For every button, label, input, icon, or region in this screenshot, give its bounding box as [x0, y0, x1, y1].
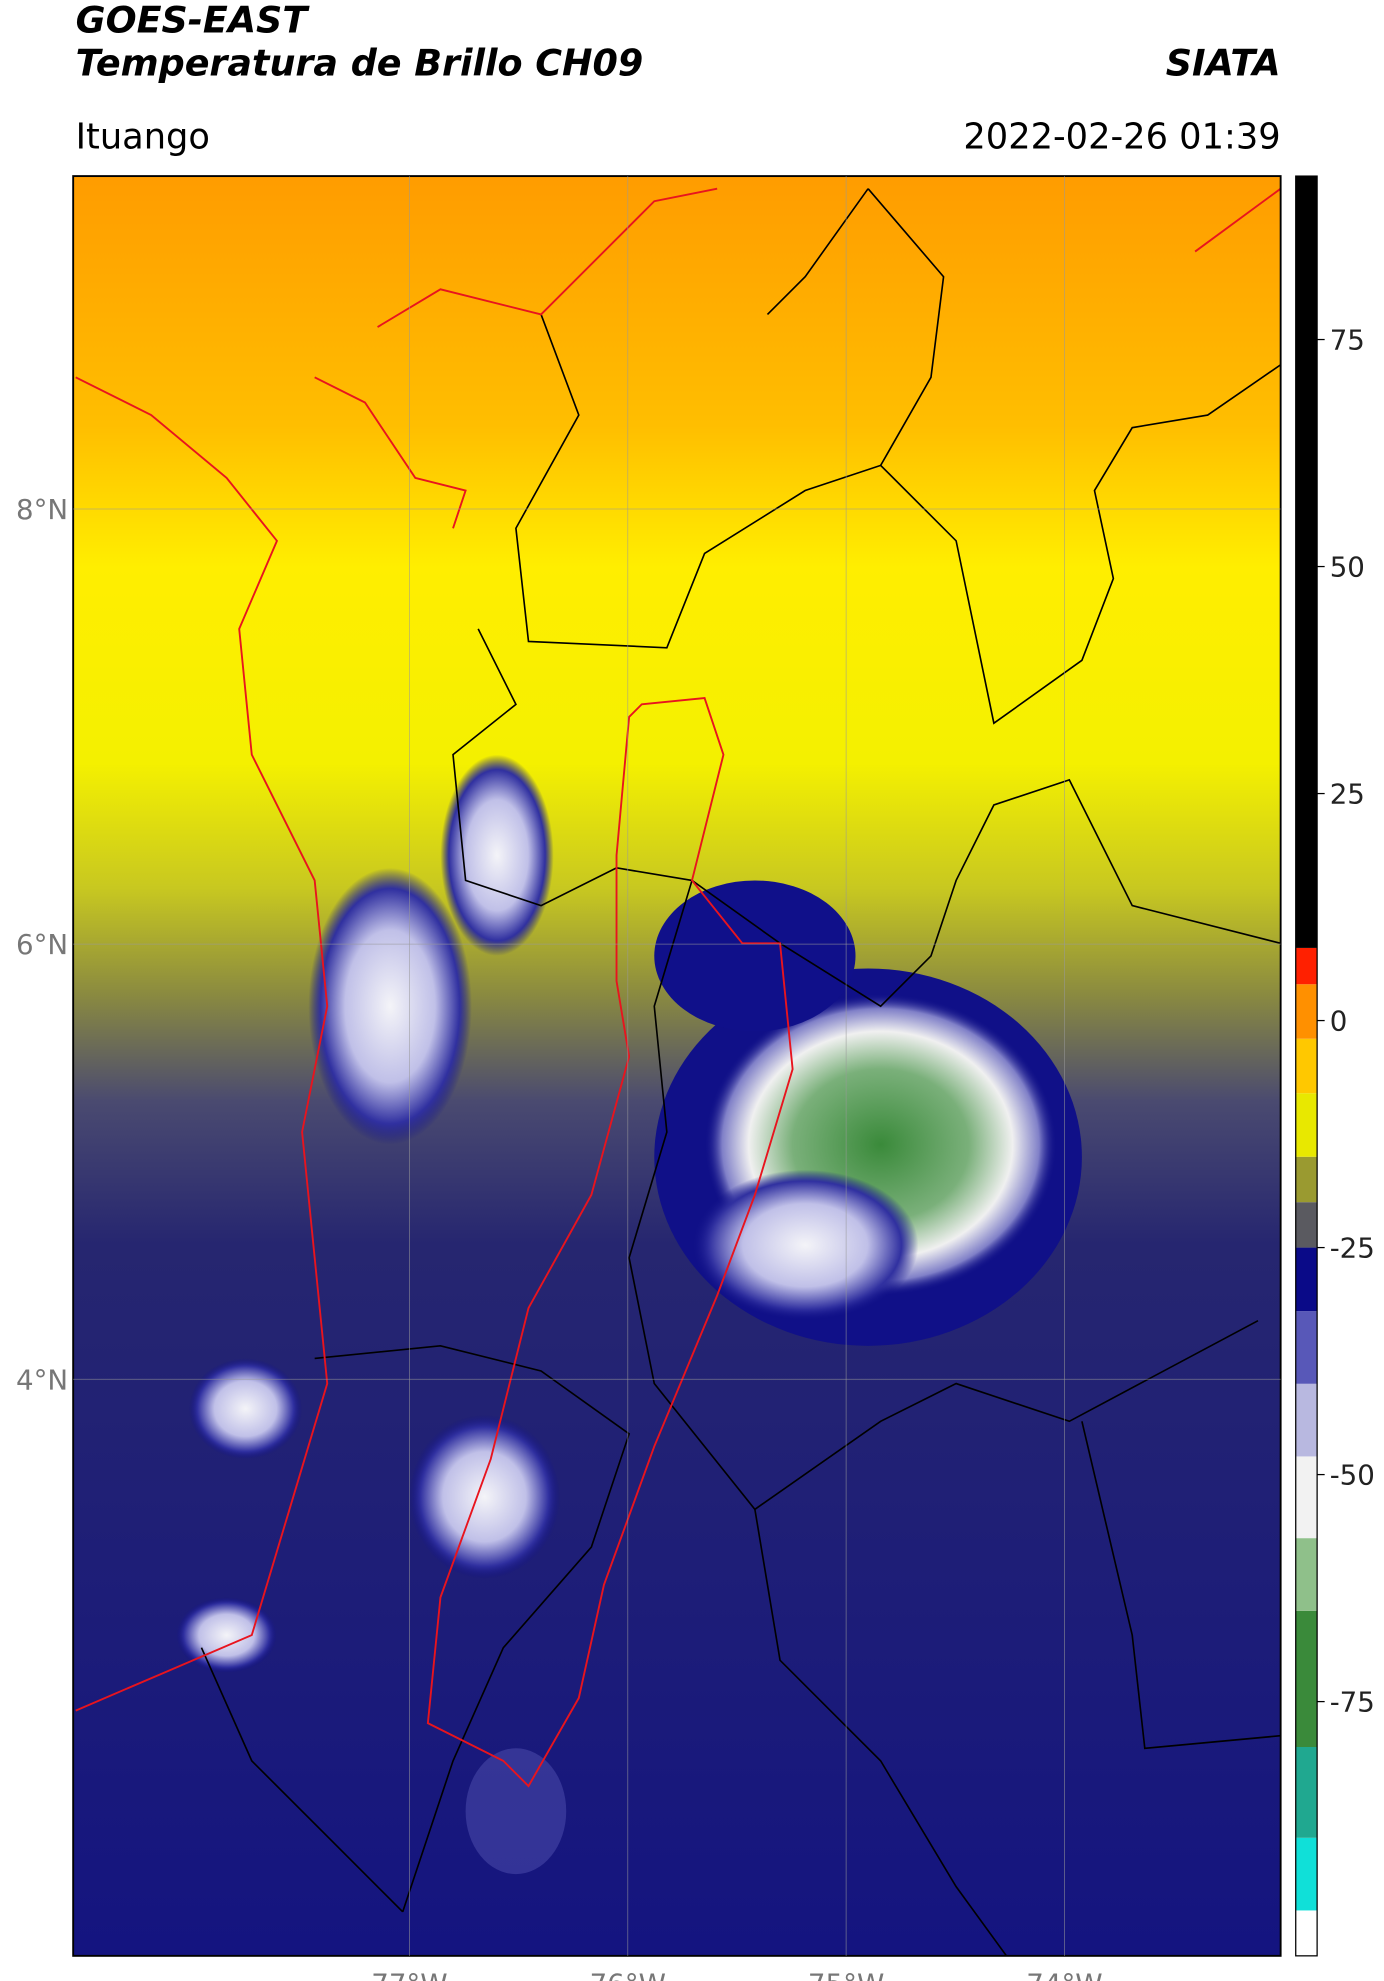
colorbar-tick-label: -25: [1330, 1232, 1375, 1265]
colorbar-frame: [1295, 175, 1318, 1957]
colorbar-segment: [1295, 176, 1318, 948]
colorbar-segment: [1295, 1247, 1318, 1312]
map-background: [73, 176, 1281, 1956]
map-frame: [72, 175, 1282, 1957]
colorbar-segment: [1295, 1610, 1318, 1747]
colorbar-tick-label: -50: [1330, 1459, 1375, 1492]
colorbar-segment: [1295, 1383, 1318, 1457]
colorbar-segment: [1295, 1038, 1318, 1094]
x-tick-label: 74°W: [1026, 1968, 1102, 1981]
colorbar-tick-label: 50: [1330, 551, 1365, 584]
map-area: [73, 176, 1281, 1956]
colorbar-segment: [1295, 984, 1318, 1039]
colorbar-segment: [1295, 947, 1318, 985]
y-tick-label: 4°N: [16, 1363, 68, 1396]
colorbar-tick-label: 75: [1330, 324, 1365, 357]
colorbar: [1295, 176, 1318, 1956]
colorbar-tick-label: -75: [1330, 1686, 1375, 1719]
x-tick-label: 77°W: [371, 1968, 447, 1981]
title: GOES-EAST: [76, 0, 311, 42]
colorbar-segment: [1295, 1910, 1318, 1956]
x-tick-label: 76°W: [590, 1968, 666, 1981]
y-tick-label: 8°N: [16, 493, 68, 526]
colorbar-segment: [1295, 1746, 1318, 1838]
colorbar-segment: [1295, 1837, 1318, 1911]
location: Ituango: [76, 116, 210, 157]
colorbar-segment: [1295, 1156, 1318, 1203]
subtitle: Temperatura de Brillo CH09: [76, 41, 644, 84]
region-outline: [75, 187, 1281, 1788]
colorbar-segment: [1295, 1093, 1318, 1157]
datetime: 2022-02-26 01:39: [963, 116, 1280, 157]
colorbar-segment: [1295, 1538, 1318, 1611]
source: SIATA: [1166, 41, 1281, 84]
colorbar-tick-label: 25: [1330, 778, 1365, 811]
x-tick-label: 75°W: [808, 1968, 884, 1981]
colorbar-tick-label: 0: [1330, 1005, 1348, 1038]
colorbar-segment: [1295, 1202, 1318, 1248]
colorbar-segment: [1295, 1456, 1318, 1539]
y-tick-label: 6°N: [16, 928, 68, 961]
colorbar-segment: [1295, 1311, 1318, 1384]
